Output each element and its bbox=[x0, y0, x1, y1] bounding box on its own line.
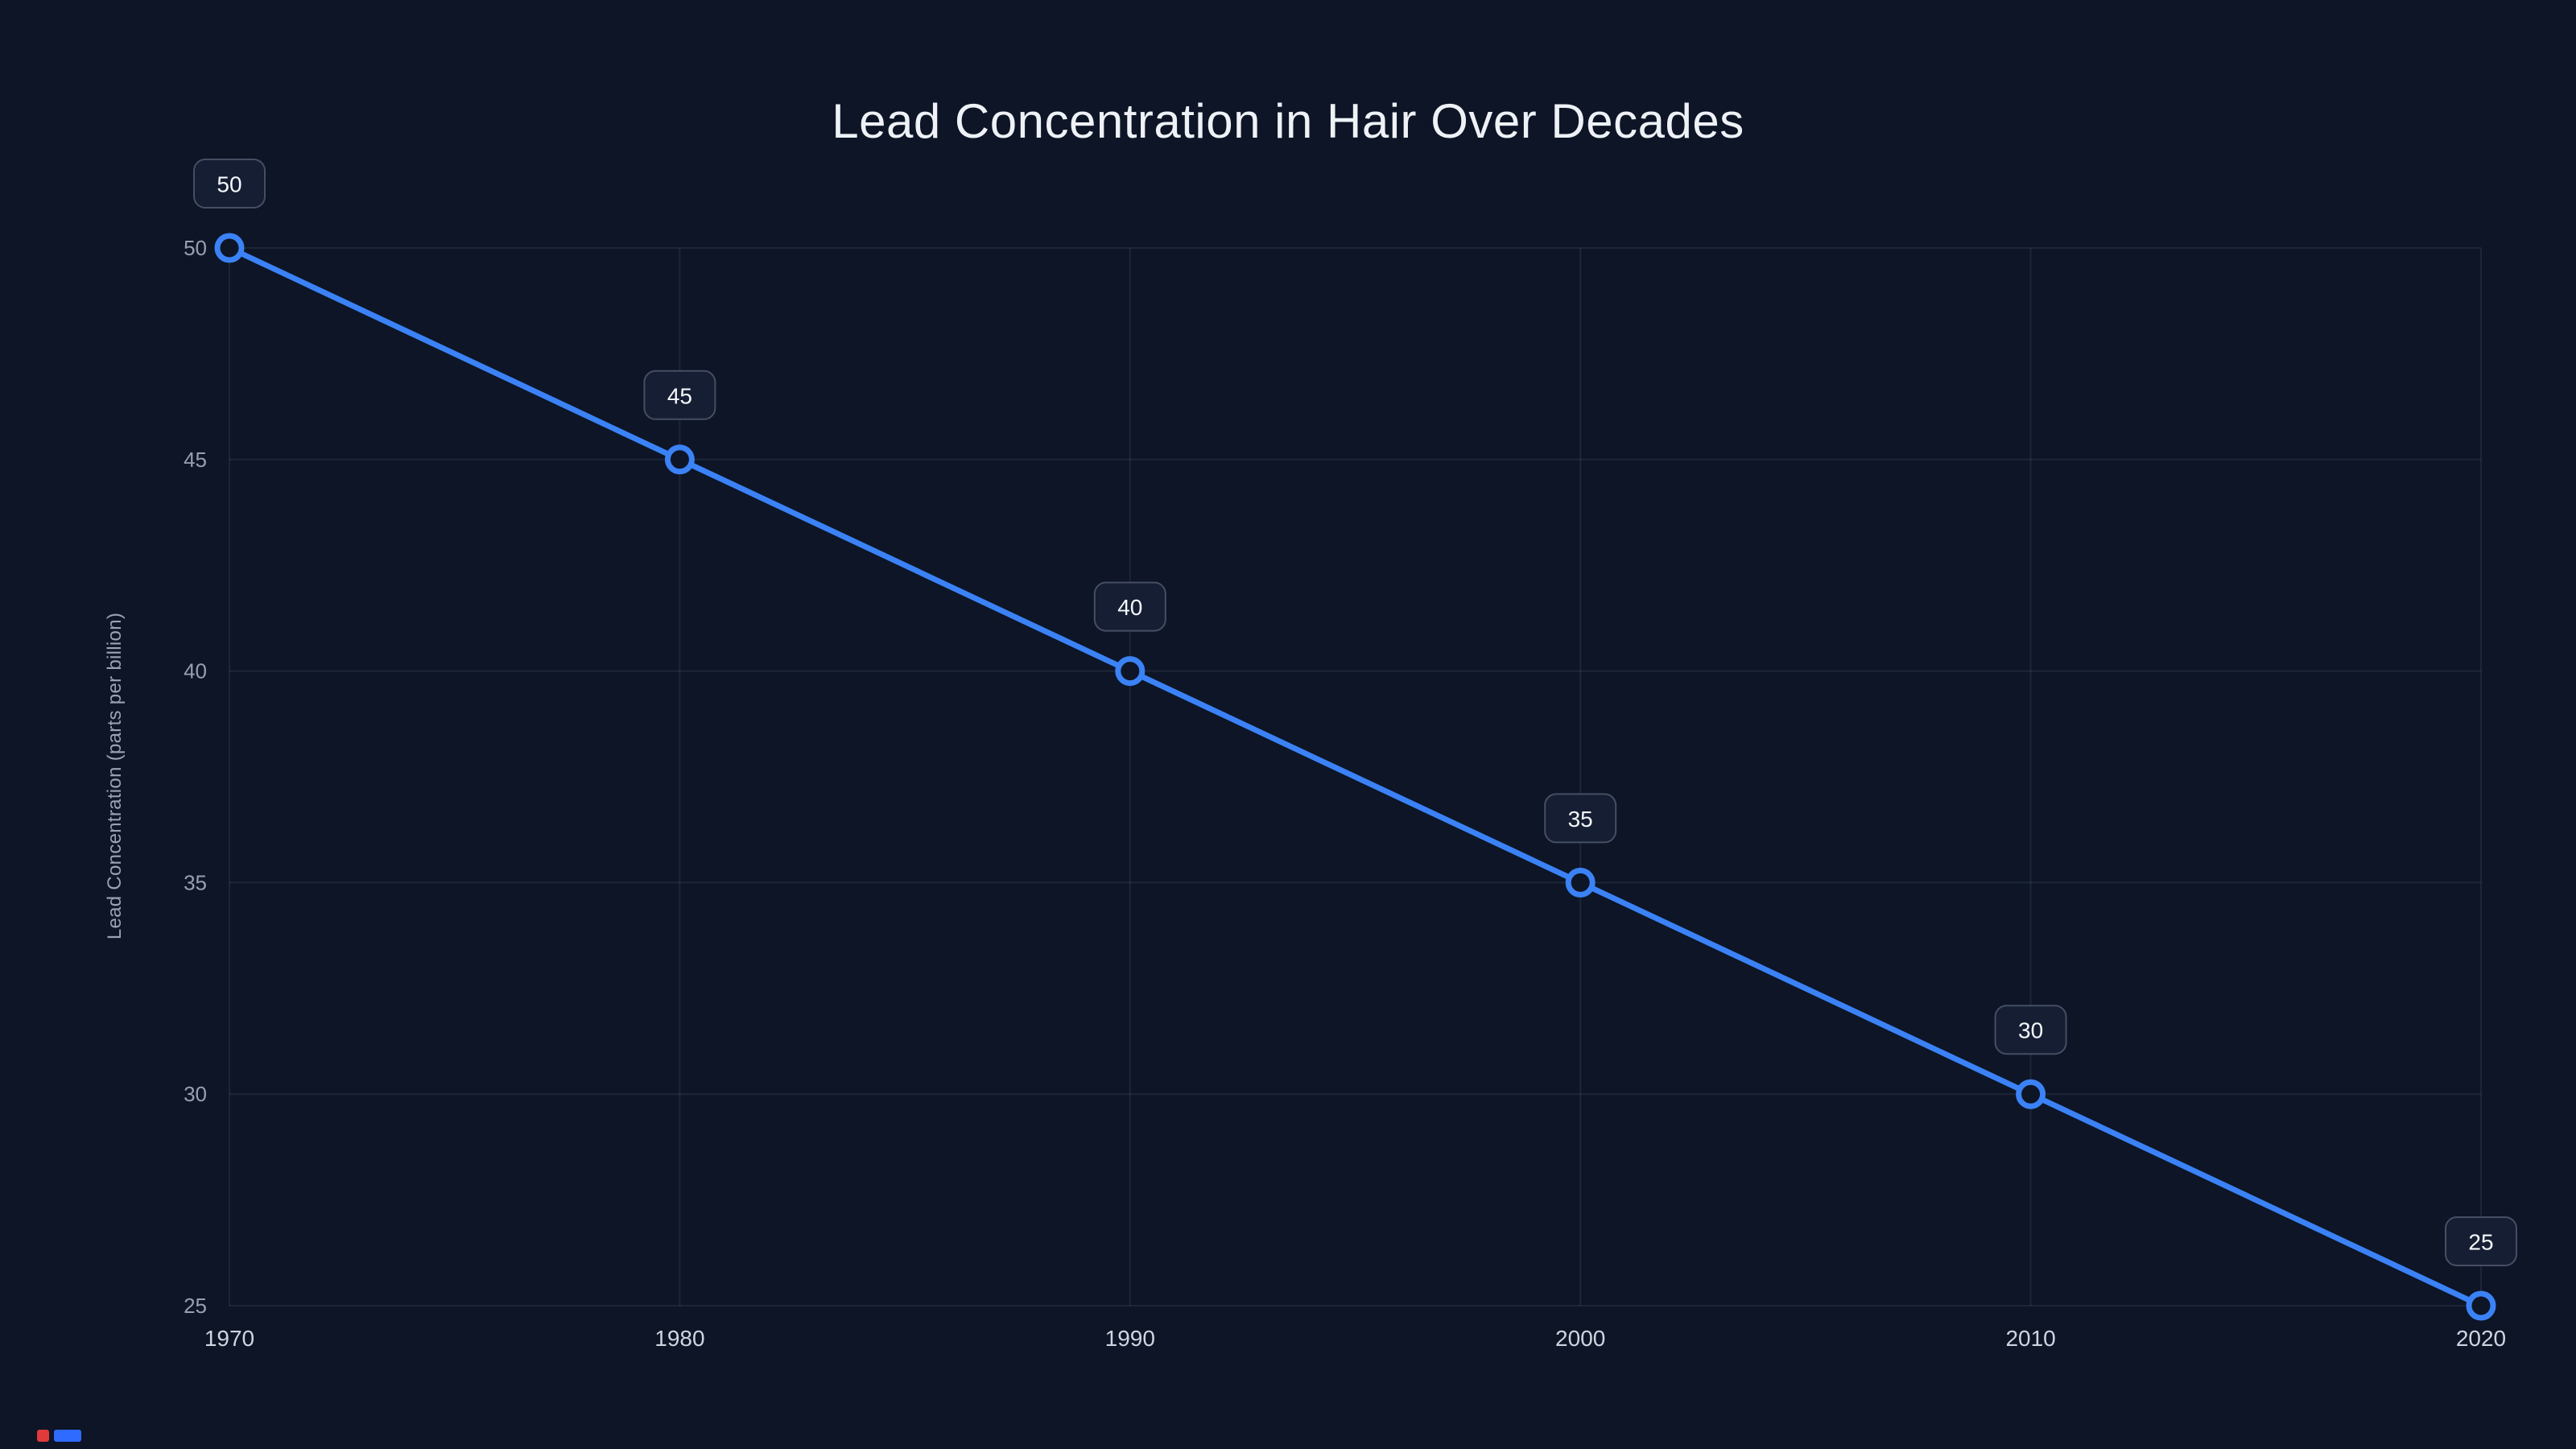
x-tick-label: 2020 bbox=[2456, 1326, 2506, 1351]
chart-title: Lead Concentration in Hair Over Decades bbox=[832, 94, 1744, 148]
data-label: 35 bbox=[1568, 807, 1593, 832]
x-tick-label: 1990 bbox=[1105, 1326, 1155, 1351]
data-label: 45 bbox=[667, 383, 692, 408]
y-tick-label: 40 bbox=[184, 659, 207, 683]
blue-marker bbox=[54, 1429, 81, 1442]
data-label-badge bbox=[1544, 793, 1617, 844]
data-label: 50 bbox=[217, 172, 242, 197]
y-tick-label: 25 bbox=[184, 1294, 207, 1318]
data-point[interactable] bbox=[664, 444, 695, 475]
data-point[interactable] bbox=[1565, 867, 1596, 898]
data-label-badge bbox=[193, 159, 266, 208]
data-label-badge bbox=[643, 369, 716, 420]
y-tick-label: 30 bbox=[184, 1082, 207, 1106]
y-tick-label: 45 bbox=[184, 448, 207, 472]
bottom-left-artifact bbox=[37, 1428, 81, 1443]
data-label: 40 bbox=[1117, 595, 1142, 620]
y-tick-label: 50 bbox=[184, 236, 207, 260]
data-point[interactable] bbox=[2466, 1290, 2496, 1321]
x-tick-label: 2000 bbox=[1555, 1326, 1605, 1351]
series-line bbox=[226, 245, 2484, 1309]
x-tick-label: 2010 bbox=[2005, 1326, 2055, 1351]
data-label-badge bbox=[2445, 1216, 2517, 1266]
data-point[interactable] bbox=[2016, 1079, 2046, 1109]
y-tick-label: 35 bbox=[184, 870, 207, 894]
x-tick-label: 1980 bbox=[654, 1326, 704, 1351]
data-label: 30 bbox=[2018, 1018, 2043, 1043]
data-point[interactable] bbox=[214, 233, 245, 263]
data-label-badge bbox=[1994, 1005, 2067, 1055]
x-tick-label: 1970 bbox=[204, 1326, 254, 1351]
data-point[interactable] bbox=[1115, 656, 1146, 687]
data-label-badge bbox=[1093, 581, 1166, 632]
data-label: 25 bbox=[2468, 1230, 2493, 1255]
y-axis-title: Lead Concentration (parts per billion) bbox=[104, 612, 126, 940]
red-marker bbox=[37, 1429, 49, 1442]
